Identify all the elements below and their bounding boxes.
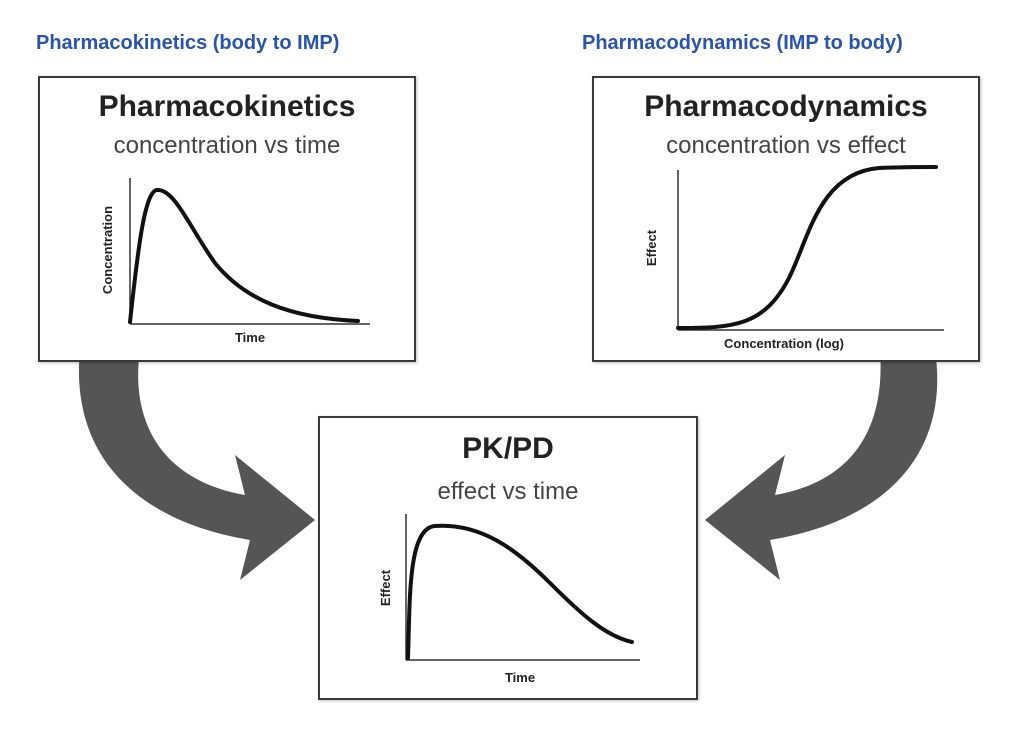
pd-x-axis-label: Concentration (log) (724, 336, 844, 351)
pkpd-panel-subtitle: effect vs time (437, 478, 579, 505)
pk-y-axis-label: Concentration (100, 206, 115, 294)
pd-curve-plot: Concentration (log) Effect (644, 165, 944, 351)
pkpd-panel: PK/PD effect vs time Time Effect (318, 416, 698, 700)
pk-x-axis-label: Time (235, 330, 265, 345)
pk-panel-title: Pharmacokinetics (98, 90, 356, 123)
left-curved-arrow (78, 350, 315, 580)
pk-curve-plot: Time Concentration (100, 178, 370, 345)
pd-panel-title: Pharmacodynamics (644, 90, 928, 123)
pd-effect-curve (676, 165, 938, 330)
pharmacodynamics-heading: Pharmacodynamics (IMP to body) (582, 32, 903, 54)
pkpd-x-axis-label: Time (505, 670, 535, 685)
pk-concentration-curve (128, 188, 360, 324)
pkpd-curve-plot: Time Effect (378, 514, 640, 685)
right-curved-arrow (705, 350, 938, 580)
pkpd-panel-title: PK/PD (462, 432, 554, 465)
pharmacokinetics-panel: Pharmacokinetics concentration vs time T… (38, 76, 416, 362)
pk-panel-subtitle: concentration vs time (113, 132, 341, 159)
pkpd-y-axis-label: Effect (378, 569, 393, 606)
pharmacodynamics-panel: Pharmacodynamics concentration vs effect… (592, 76, 980, 362)
pd-y-axis-label: Effect (644, 229, 659, 266)
pharmacokinetics-heading: Pharmacokinetics (body to IMP) (36, 32, 340, 54)
pkpd-effect-curve (406, 523, 634, 660)
pd-panel-subtitle: concentration vs effect (666, 132, 906, 159)
